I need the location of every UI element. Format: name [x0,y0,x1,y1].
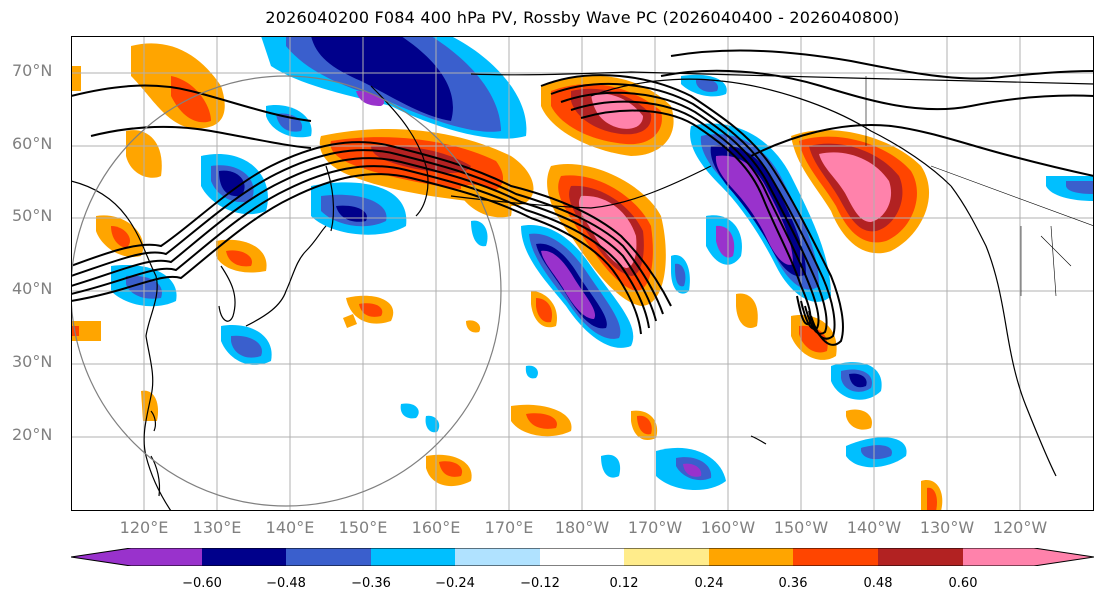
field-lightblue-small1 [471,220,488,247]
field-red-small4 [637,415,652,435]
coast-arctic [470,71,1094,85]
field-pink-crest [578,195,637,268]
lon-label-170e: 170°E [484,518,534,537]
colorbar-cell-6 [624,548,709,566]
field-orange-small11 [343,314,357,328]
field-orange-ridge2 [461,185,512,218]
field-lightblue-small5 [601,454,621,478]
colorbar-tick-label: 0.24 [694,576,724,591]
lat-label-50n: 50°N [12,206,53,225]
field-blue-small7 [696,78,719,92]
colorbar-tick-label: −0.12 [520,576,560,591]
colorbar-tick-label: −0.60 [182,576,222,591]
lon-label-140e: 140°E [265,518,315,537]
coast-asia [71,180,172,511]
colorbar-tick-label: −0.48 [266,576,306,591]
field-blue-low3 [861,445,892,460]
field-blue-trough2c [675,263,686,287]
field-orange-small10 [466,320,481,333]
colorbar-cell-5 [540,548,624,566]
field-navy-low2 [849,373,867,388]
field-red-west4 [226,250,252,267]
coast-sakhalin [325,165,335,232]
field-red-small8 [536,298,553,323]
field-purple-trough2b [716,225,735,258]
lon-label-160e: 160°E [411,518,461,537]
lat-label-60n: 60°N [12,134,53,153]
colorbar-cell-4 [455,548,540,566]
field-purple-trough2 [715,155,793,265]
field-red-west3 [111,226,131,248]
field-lightblue-small3 [400,403,419,419]
lon-label-120e: 120°E [119,518,169,537]
colorbar-cell-7 [709,548,793,566]
coast-taiwan [150,410,157,432]
pc-contours [71,49,1094,346]
colorbar-tick-label: 0.12 [609,576,639,591]
lon-label-180w: 180°W [554,518,610,537]
field-red-small1 [359,303,383,317]
map-canvas [71,36,1094,511]
field-orange-small5 [846,409,872,430]
field-red-small3 [439,461,463,477]
radius-circle [71,75,502,507]
field-red-siberia [171,76,211,123]
colorbar [71,548,1094,566]
map-panel[interactable] [71,36,1094,511]
field-lightblue-small4 [425,415,440,433]
colorbar-cell-9 [878,548,963,566]
field-purple-low1 [683,463,702,477]
lon-label-130e: 130°E [192,518,242,537]
colorbar-cell-2 [286,548,371,566]
field-orange-small7 [736,293,758,328]
colorbar-tick-label: 0.36 [778,576,808,591]
coast-north-america [950,185,1057,477]
lon-label-170w: 170°W [627,518,683,537]
lon-label-120w: 120°W [992,518,1048,537]
colorbar-cell-0 [71,548,202,566]
colorbar-cell-10 [963,548,1094,566]
coast-philippines [150,455,161,497]
lat-label-20n: 20°N [12,425,53,444]
colorbar-tick-label: 0.48 [863,576,893,591]
lon-label-140w: 140°W [846,518,902,537]
field-navy-center1 [219,170,245,197]
field-red-small2 [526,413,557,429]
colorbar-cell-1 [202,548,286,566]
coast-korea [218,265,236,322]
colorbar-tick-label: 0.60 [948,576,978,591]
lon-label-160w: 160°W [700,518,756,537]
colorbar-cells [71,548,1094,566]
colorbar-tick-label: −0.24 [435,576,475,591]
lat-label-40n: 40°N [12,279,53,298]
lat-label-30n: 30°N [12,352,53,371]
field-darkred-ridge [371,145,471,173]
field-blue-small6 [1066,181,1094,194]
coast-japan [245,225,327,327]
field-lightblue-small2 [525,365,538,379]
colorbar-tick-label: −0.36 [351,576,391,591]
lat-label-70n: 70°N [12,61,53,80]
field-red-150w [799,325,828,353]
coast-hawaii [750,435,767,445]
field-navy-north [311,36,453,121]
map-title: 2026040200 F084 400 hPa PV, Rossby Wave … [265,8,900,27]
lon-label-150w: 150°W [773,518,829,537]
field-red-small6 [927,487,937,511]
lon-label-150e: 150°E [338,518,388,537]
colorbar-cell-8 [793,548,878,566]
colorbar-cell-3 [371,548,455,566]
political-borders [865,76,1094,297]
lon-label-130w: 130°W [919,518,975,537]
field-blue-japan [231,335,262,358]
field-pink-crest2 [819,152,892,222]
field-orange-left-edge [71,66,81,91]
